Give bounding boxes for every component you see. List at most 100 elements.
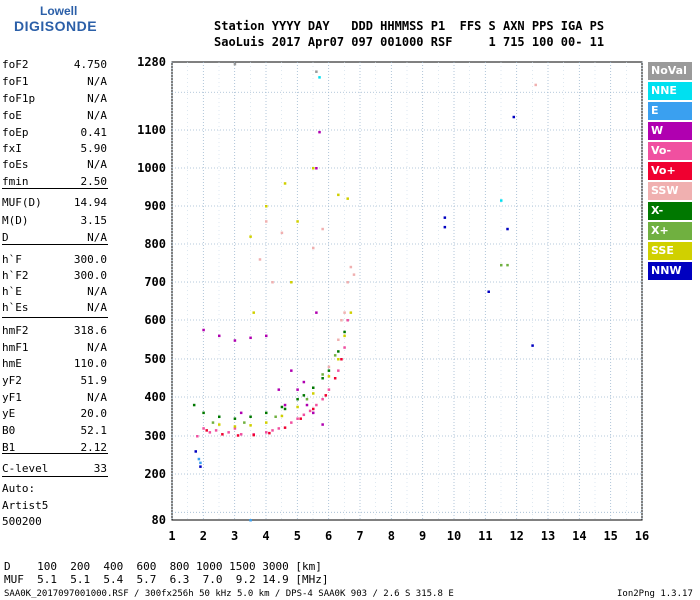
data-point-sse [265, 205, 268, 208]
data-point-ssw [349, 265, 353, 269]
x-tick-label: 2 [200, 529, 207, 543]
param-name: B0 [2, 424, 16, 437]
data-point-w [218, 334, 221, 338]
data-point-vo- [236, 434, 240, 437]
data-point-sse [296, 220, 299, 223]
data-point-x- [243, 421, 246, 424]
legend-item-x-: X- [648, 202, 692, 220]
param-name: foF1 [2, 75, 29, 88]
data-point-nnw [512, 115, 516, 119]
param-value: N/A [87, 391, 107, 404]
data-point-sse [265, 421, 268, 424]
x-tick-label: 14 [572, 529, 586, 543]
data-point-w [233, 339, 237, 342]
x-tick-label: 3 [231, 529, 238, 543]
data-point-vo- [233, 427, 237, 430]
param-name: C-level [2, 462, 49, 475]
data-point-x- [305, 397, 309, 401]
data-point-ssw [321, 227, 324, 231]
header-line2: SaoLuis 2017 Apr07 097 001000 RSF 1 715 … [214, 35, 605, 49]
data-point-vo- [252, 433, 255, 437]
data-point-vo- [343, 346, 346, 349]
y-tick-label: 700 [144, 275, 166, 289]
y-tick-label: 1000 [137, 161, 166, 175]
data-point-vo- [299, 417, 302, 420]
data-point-w [315, 311, 318, 314]
data-point-sse [280, 414, 284, 418]
data-point-vo- [202, 427, 205, 430]
data-point-ssw [340, 319, 343, 322]
data-point-ssw [343, 311, 346, 314]
data-point-sse [249, 424, 252, 427]
legend-item-w: W [648, 122, 692, 140]
data-point-sse [343, 334, 346, 338]
param-value: 20.0 [80, 407, 108, 420]
data-point-w [315, 167, 318, 170]
param-name: foE [2, 109, 22, 122]
data-point-e [197, 457, 201, 461]
param-name: h`E [2, 285, 22, 298]
data-point-vo- [277, 427, 281, 430]
x-tick-label: 1 [168, 529, 175, 543]
data-point-e [249, 519, 252, 522]
data-point-vo- [327, 388, 331, 391]
data-point-w [290, 369, 293, 372]
data-point-sse [233, 425, 237, 428]
x-tick-label: 7 [356, 529, 363, 543]
param-value: 0.41 [80, 126, 108, 139]
data-point-vo- [227, 431, 230, 434]
param-value: 300.0 [73, 253, 107, 266]
data-point-x- [337, 350, 340, 353]
data-point-vo- [271, 429, 274, 432]
data-point-x- [249, 415, 252, 418]
footer-muf-line: MUF 5.1 5.1 5.4 5.7 6.3 7.0 9.2 14.9 [MH… [4, 573, 329, 586]
y-tick-label: 1280 [137, 55, 166, 69]
param-value: 33 [93, 462, 107, 475]
param-name: foEp [2, 126, 29, 139]
param-name: MUF(D) [2, 196, 42, 209]
legend-item-x-: X+ [648, 222, 692, 240]
x-tick-label: 11 [478, 529, 492, 543]
data-point-vo- [324, 394, 328, 397]
data-point-vo- [308, 409, 312, 413]
x-tick-label: 13 [541, 529, 555, 543]
legend-item-vo-: Vo- [648, 142, 692, 160]
data-point-nne [318, 76, 321, 79]
y-tick-label: 80 [152, 513, 166, 527]
data-point-x- [211, 421, 215, 424]
param-name: foEs [2, 158, 29, 171]
param-name: h`F2 [2, 269, 29, 282]
param-value: 4.750 [73, 58, 107, 71]
param-value: N/A [87, 301, 107, 314]
param-name: h`Es [2, 301, 29, 314]
param-value: 5.90 [80, 142, 108, 155]
param-value: 52.1 [80, 424, 108, 437]
data-point-x- [327, 369, 331, 372]
x-tick-label: 15 [603, 529, 617, 543]
param-separator [2, 476, 108, 477]
data-point-ssw [280, 231, 284, 235]
data-point-ssw [337, 338, 340, 341]
data-point-w [312, 411, 315, 415]
y-tick-label: 1100 [137, 123, 166, 137]
data-point-w [283, 403, 287, 407]
data-point-vo- [302, 413, 306, 417]
data-point-x- [343, 330, 346, 334]
footer-distance-line: D 100 200 400 600 800 1000 1500 3000 [km… [4, 560, 322, 573]
data-point-ssw [534, 83, 537, 87]
data-point-ssw [265, 220, 268, 223]
footer-file-line: SAA0K_2017097001000.RSF / 300fx256h 50 k… [4, 589, 454, 599]
param-value: 2.12 [80, 441, 108, 454]
x-tick-label: 5 [294, 529, 301, 543]
data-point-x- [296, 397, 299, 401]
x-tick-label: 6 [325, 529, 332, 543]
data-point-w [305, 403, 309, 407]
header-line1: Station YYYY DAY DDD HHMMSS P1 FFS S AXN… [214, 19, 605, 33]
data-point-vo- [337, 369, 340, 372]
data-point-vo- [208, 431, 212, 434]
legend-item-nne: NNE [648, 82, 692, 100]
param-name: foF1p [2, 92, 36, 105]
data-point-vo- [340, 358, 343, 361]
data-point-vo- [315, 403, 318, 407]
param-value: 14.94 [73, 196, 107, 209]
